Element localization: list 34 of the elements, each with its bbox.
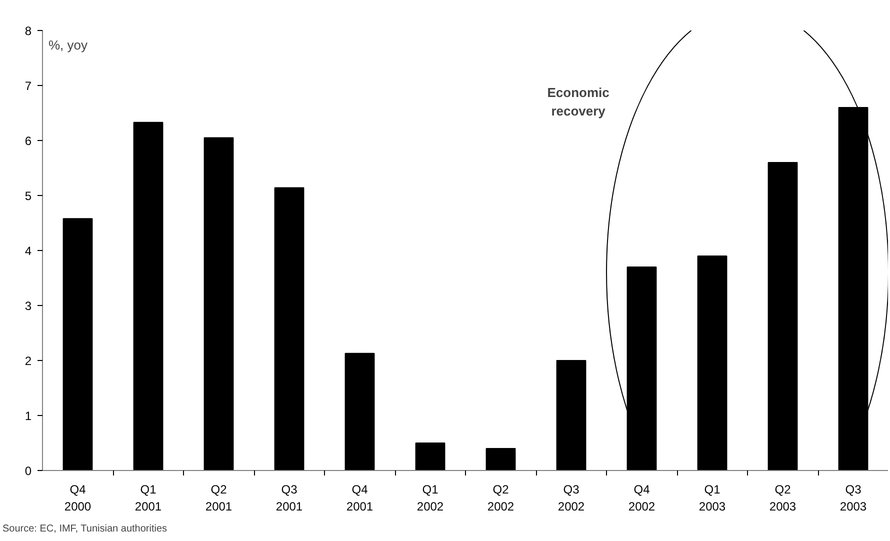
bar: [204, 137, 234, 470]
y-tick-label: 8: [24, 24, 32, 38]
x-tick-label: Q3 2001: [276, 482, 303, 514]
x-tick-label: Q1 2003: [698, 482, 726, 514]
y-tick-label: 7: [24, 79, 32, 93]
x-tick-label: Q3 2002: [558, 482, 585, 514]
bar: [556, 360, 586, 470]
y-tick-label: 0: [24, 464, 32, 478]
x-tick-label: Q2 2003: [769, 482, 796, 514]
bar: [344, 352, 375, 470]
y-tick-label: 4: [24, 244, 32, 258]
annotation: Economic recovery: [547, 84, 610, 118]
y-tick-label: 3: [24, 299, 32, 313]
y-tick-label: 2: [24, 354, 32, 368]
bar: [274, 187, 304, 470]
x-tick-label: Q1 2002: [416, 482, 444, 514]
y-tick-label: 5: [24, 189, 32, 203]
source-note: Source: EC, IMF, Tunisian authorities: [2, 524, 168, 534]
x-tick-label: Q1 2001: [134, 482, 162, 514]
x-tick-label: Q4 2000: [64, 482, 92, 514]
bar: [415, 442, 446, 470]
x-tick-label: Q2 2001: [205, 482, 232, 514]
y-axis-title: %, yoy: [48, 38, 88, 52]
y-tick-label: 6: [24, 134, 32, 148]
x-tick-label: Q4 2001: [346, 482, 374, 514]
bar: [133, 122, 164, 470]
bar: [486, 448, 516, 470]
x-tick-label: Q3 2003: [840, 482, 867, 514]
x-tick-label: Q4 2002: [628, 482, 656, 514]
x-tick-label: Q2 2002: [487, 482, 514, 514]
bar: [697, 256, 728, 470]
y-tick-label: 1: [24, 409, 32, 423]
bar: [62, 218, 93, 470]
bar: [768, 162, 798, 470]
